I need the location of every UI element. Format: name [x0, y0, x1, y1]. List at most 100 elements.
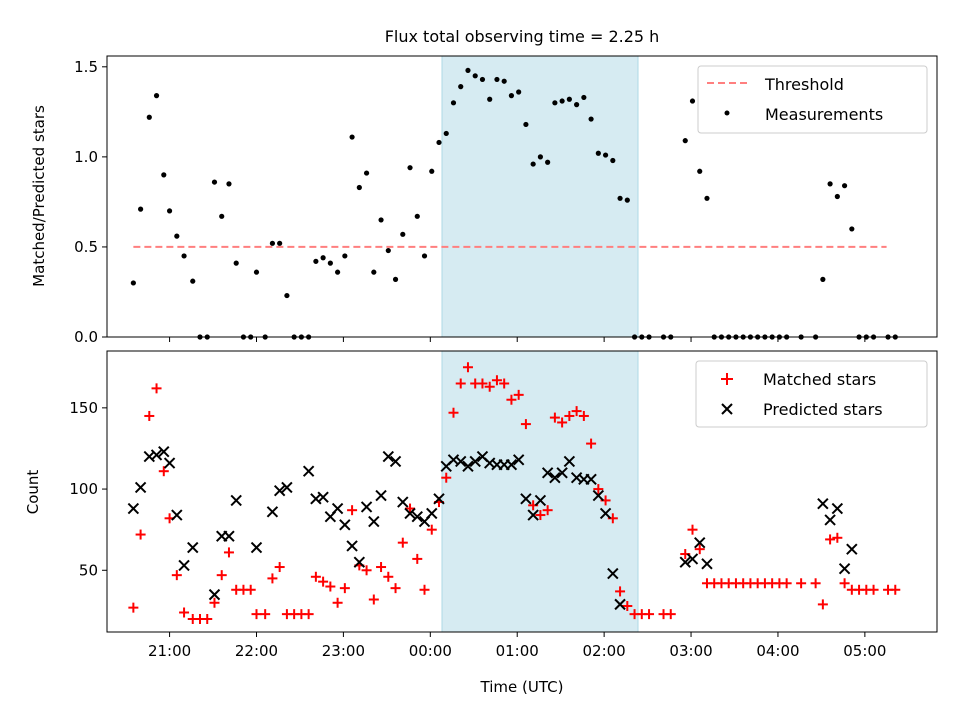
- predicted-star-point: [838, 562, 851, 575]
- predicted-star-point: [187, 541, 199, 554]
- matched-star-point: [376, 562, 387, 573]
- measurement-point: [523, 121, 529, 128]
- matched-star-point: [615, 586, 626, 597]
- predicted-star-point: [614, 598, 626, 611]
- measurement-point: [378, 217, 384, 223]
- matched-star-point: [303, 609, 314, 620]
- predicted-star-point: [520, 493, 532, 505]
- matched-star-point: [426, 524, 437, 535]
- measurement-point: [166, 208, 173, 214]
- x-tick-label: 02:00: [583, 642, 626, 660]
- matched-star-point: [135, 529, 146, 540]
- measurement-point: [834, 193, 840, 200]
- matched-star-point: [890, 584, 901, 595]
- predicted-star-points: [127, 445, 858, 611]
- matched-star-point: [267, 573, 278, 584]
- legend-threshold-label: Threshold: [764, 75, 844, 94]
- measurement-point: [501, 78, 507, 84]
- matched-star-point: [245, 584, 256, 595]
- top-y-tick-label: 1.5: [74, 58, 98, 76]
- measurement-point: [327, 260, 333, 266]
- matched-star-point: [455, 378, 466, 389]
- x-tick-label: 03:00: [669, 642, 712, 660]
- matched-star-point: [412, 553, 423, 564]
- measurement-point: [545, 159, 551, 165]
- predicted-star-point: [817, 497, 829, 510]
- predicted-star-point: [134, 481, 147, 494]
- measurement-point: [581, 94, 587, 101]
- bottom-observing-window: [441, 350, 639, 633]
- matched-star-point: [209, 597, 220, 608]
- matched-star-point: [687, 524, 698, 535]
- predicted-star-point: [541, 467, 554, 479]
- predicted-star-point: [563, 455, 576, 468]
- top-axis-ticks: 0.0 0.5 1.0 1.5: [74, 58, 866, 346]
- measurement-point: [436, 139, 442, 146]
- measurement-point: [146, 114, 152, 120]
- matched-star-point: [796, 578, 807, 589]
- measurement-point: [841, 183, 848, 189]
- matched-star-point: [368, 594, 379, 605]
- matched-star-point: [535, 510, 546, 521]
- measurement-point: [595, 150, 601, 156]
- matched-star-point: [383, 571, 394, 582]
- measurement-point: [465, 67, 471, 74]
- matched-star-point: [325, 581, 336, 592]
- measurement-point: [190, 278, 196, 284]
- measurement-point: [342, 253, 348, 259]
- predicted-star-point: [846, 543, 858, 555]
- predicted-star-point: [281, 481, 293, 494]
- measurement-point: [602, 152, 609, 158]
- measurement-point: [820, 276, 826, 282]
- predicted-star-point: [686, 553, 699, 565]
- predicted-star-point: [360, 501, 373, 513]
- predicted-star-point: [433, 493, 445, 505]
- predicted-star-point: [694, 536, 706, 549]
- predicted-star-point: [302, 465, 315, 477]
- predicted-star-point: [223, 530, 235, 542]
- measurement-point: [130, 280, 136, 286]
- bottom-legend-box: [695, 360, 928, 428]
- measurement-point: [181, 253, 187, 259]
- predicted-star-point: [127, 502, 140, 515]
- legend-measurement-label: Measurements: [765, 105, 883, 124]
- measurement-point: [552, 100, 558, 106]
- measurement-point: [349, 134, 355, 140]
- predicted-star-point: [824, 514, 836, 526]
- predicted-star-point: [599, 507, 612, 520]
- measurement-point: [530, 161, 536, 167]
- matched-star-point: [817, 599, 828, 610]
- matched-star-point: [549, 412, 560, 423]
- predicted-star-point: [679, 556, 691, 568]
- predicted-star-point: [556, 467, 568, 479]
- matched-star-point: [216, 570, 227, 581]
- matched-star-point: [347, 505, 358, 516]
- measurement-point: [153, 93, 160, 99]
- predicted-star-point: [178, 559, 190, 572]
- measurement-point: [429, 168, 435, 174]
- measurement-point: [392, 276, 399, 282]
- predicted-star-point: [585, 473, 597, 486]
- predicted-star-point: [505, 458, 518, 471]
- measurement-point: [400, 231, 406, 237]
- top-observing-window: [441, 55, 639, 338]
- measurement-point: [472, 73, 478, 79]
- measurement-point: [414, 213, 420, 219]
- x-tick-label: 01:00: [496, 642, 539, 660]
- measurement-point: [458, 84, 464, 90]
- matched-star-point: [810, 578, 821, 589]
- measurement-point: [277, 240, 283, 246]
- matched-star-point: [260, 609, 271, 620]
- bottom-y-tick-label: 100: [69, 480, 98, 498]
- matched-star-point: [484, 381, 495, 392]
- legend-predicted-swatch: [721, 403, 733, 415]
- measurement-point: [284, 292, 290, 299]
- measurement-point: [253, 269, 260, 275]
- chart-title: Flux total observing time = 2.25 h: [385, 27, 660, 46]
- measurement-point: [704, 195, 710, 201]
- bottom-axes-frame: [106, 350, 938, 633]
- predicted-star-point: [831, 502, 844, 515]
- matched-star-point: [397, 537, 408, 548]
- predicted-star-point: [701, 558, 713, 570]
- legend-matched-swatch: [721, 373, 733, 385]
